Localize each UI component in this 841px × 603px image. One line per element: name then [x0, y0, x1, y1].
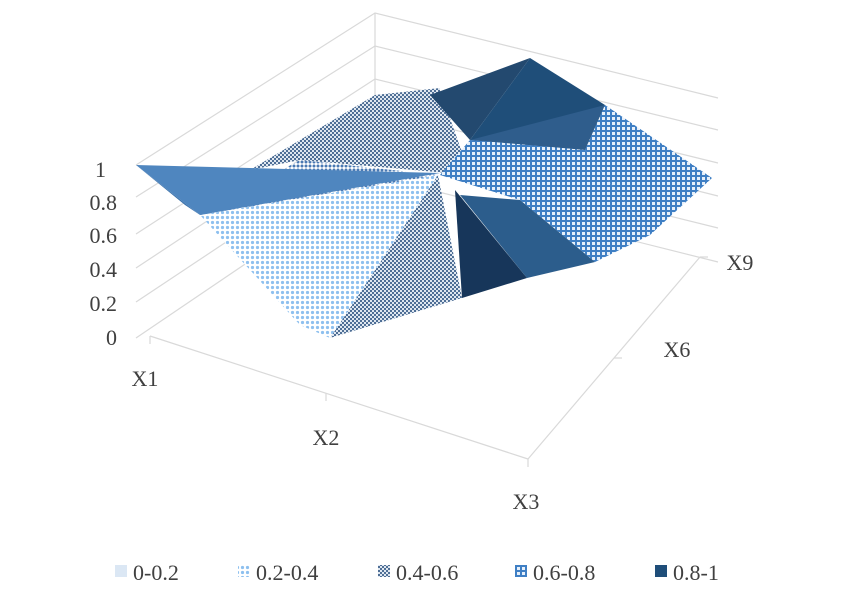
facet-dark-right — [460, 195, 595, 278]
facet-top-left — [136, 165, 440, 215]
legend-item-0.2-0.4: 0.2-0.4 — [238, 560, 318, 585]
depth-label-x6: X6 — [664, 337, 691, 362]
legend-swatch-0.2-0.4 — [238, 565, 250, 577]
legend-swatch-0-0.2 — [115, 565, 127, 577]
floor-front-axis — [149, 335, 529, 460]
legend-item-0.4-0.6: 0.4-0.6 — [378, 560, 458, 585]
z-axis-labels: 0 0.2 0.4 0.6 0.8 1 — [90, 157, 118, 350]
facet-dark-center — [455, 190, 527, 298]
z-tick-2: 0.4 — [90, 257, 118, 282]
legend-swatch-0.8-1 — [655, 565, 667, 577]
facet-back-left — [250, 90, 470, 175]
facet-back-ridge — [375, 88, 440, 100]
z-tick-3: 0.6 — [90, 223, 118, 248]
legend-label-0.2-0.4: 0.2-0.4 — [256, 560, 318, 585]
z-tick-0: 0 — [106, 325, 117, 350]
x-label-x1: X1 — [132, 366, 159, 391]
depth-label-x9: X9 — [727, 250, 754, 275]
legend-item-0-0.2: 0-0.2 — [115, 560, 179, 585]
legend-swatch-0.6-0.8 — [515, 565, 527, 577]
facet-checker-front — [330, 175, 462, 338]
facet-middle-grid — [440, 140, 650, 262]
x-label-x3: X3 — [513, 489, 540, 514]
legend-label-0.4-0.6: 0.4-0.6 — [396, 560, 458, 585]
facet-left-shadow — [136, 165, 200, 215]
facet-peak-left — [430, 58, 530, 140]
category-labels: X1 X2 X3 X6 X9 — [132, 250, 754, 514]
legend-item-0.8-1: 0.8-1 — [655, 560, 719, 585]
legend-label-0.6-0.8: 0.6-0.8 — [533, 560, 595, 585]
floor-axes — [149, 256, 708, 467]
legend-item-0.6-0.8: 0.6-0.8 — [515, 560, 595, 585]
legend-swatch-0.4-0.6 — [378, 565, 390, 577]
z-tick-1: 0.2 — [90, 291, 118, 316]
facet-peak-right — [470, 105, 605, 150]
legend-label-0.8-1: 0.8-1 — [673, 560, 719, 585]
surface — [136, 58, 712, 338]
z-tick-5: 1 — [95, 157, 106, 182]
z-tick-4: 0.8 — [90, 190, 118, 215]
legend-label-0-0.2: 0-0.2 — [133, 560, 179, 585]
facet-light-center — [200, 175, 438, 338]
x-label-x2: X2 — [313, 425, 340, 450]
facet-right-grid — [585, 105, 712, 235]
legend: 0-0.2 0.2-0.4 0.4-0.6 0.6-0.8 0.8-1 — [115, 560, 719, 585]
